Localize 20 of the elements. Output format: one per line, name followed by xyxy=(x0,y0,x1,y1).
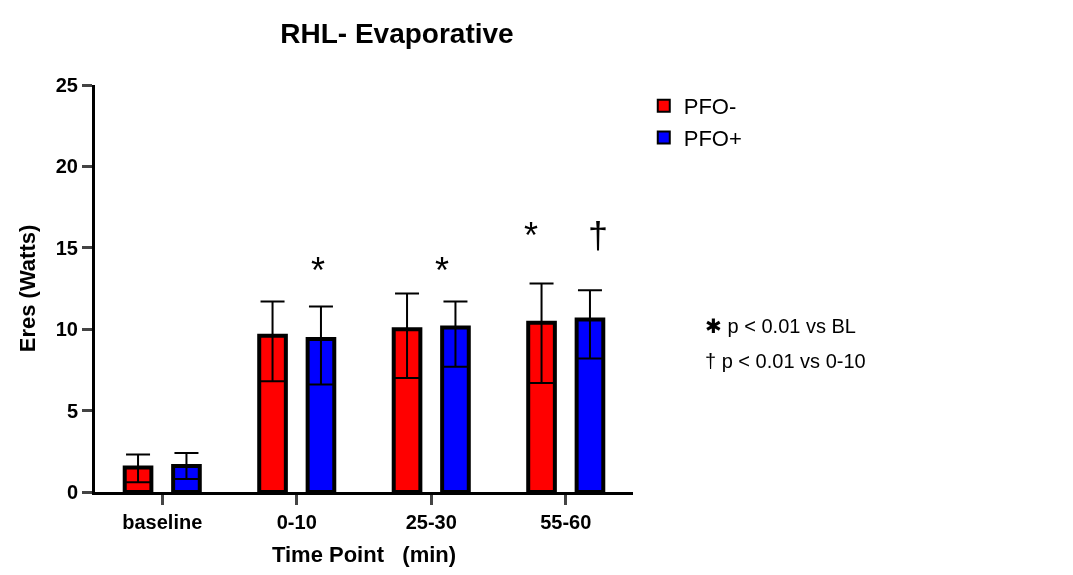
y-axis-title: Eres (Watts) xyxy=(14,224,40,353)
y-tick-label: 10 xyxy=(55,318,78,341)
x-axis-title: Time Point (min) xyxy=(271,541,457,567)
x-tick-label: baseline xyxy=(122,511,203,533)
y-tick-label: 15 xyxy=(55,236,78,259)
chart-title: RHL- Evaporative xyxy=(280,17,514,49)
y-tick-label: 0 xyxy=(66,481,78,503)
x-tick-label: 0-10 xyxy=(276,511,317,533)
text: † p < 0.01 vs 0-10 xyxy=(705,350,866,372)
y-tick-label: 25 xyxy=(55,74,78,96)
legend-label: PFO- xyxy=(683,94,737,120)
annotation: * † xyxy=(524,215,609,256)
annotation: * xyxy=(435,250,450,291)
text: ✱ p < 0.01 vs BL xyxy=(705,315,856,337)
y-tick-label: 20 xyxy=(55,155,78,178)
annotation: * xyxy=(311,250,326,291)
x-tick-label: 55-60 xyxy=(540,511,592,533)
x-tick-label: 25-30 xyxy=(405,511,457,533)
legend-label: PFO+ xyxy=(683,125,742,151)
y-tick-label: 5 xyxy=(66,399,78,422)
